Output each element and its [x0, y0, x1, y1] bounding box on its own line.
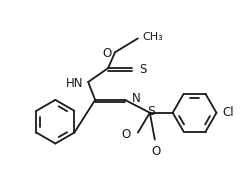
Text: O: O — [122, 128, 131, 141]
Text: O: O — [103, 47, 112, 60]
Text: HN: HN — [66, 76, 83, 90]
Text: S: S — [147, 105, 155, 118]
Text: S: S — [139, 63, 146, 76]
Text: CH₃: CH₃ — [143, 32, 164, 42]
Text: O: O — [151, 144, 160, 158]
Text: N: N — [132, 92, 141, 105]
Text: Cl: Cl — [222, 106, 234, 119]
